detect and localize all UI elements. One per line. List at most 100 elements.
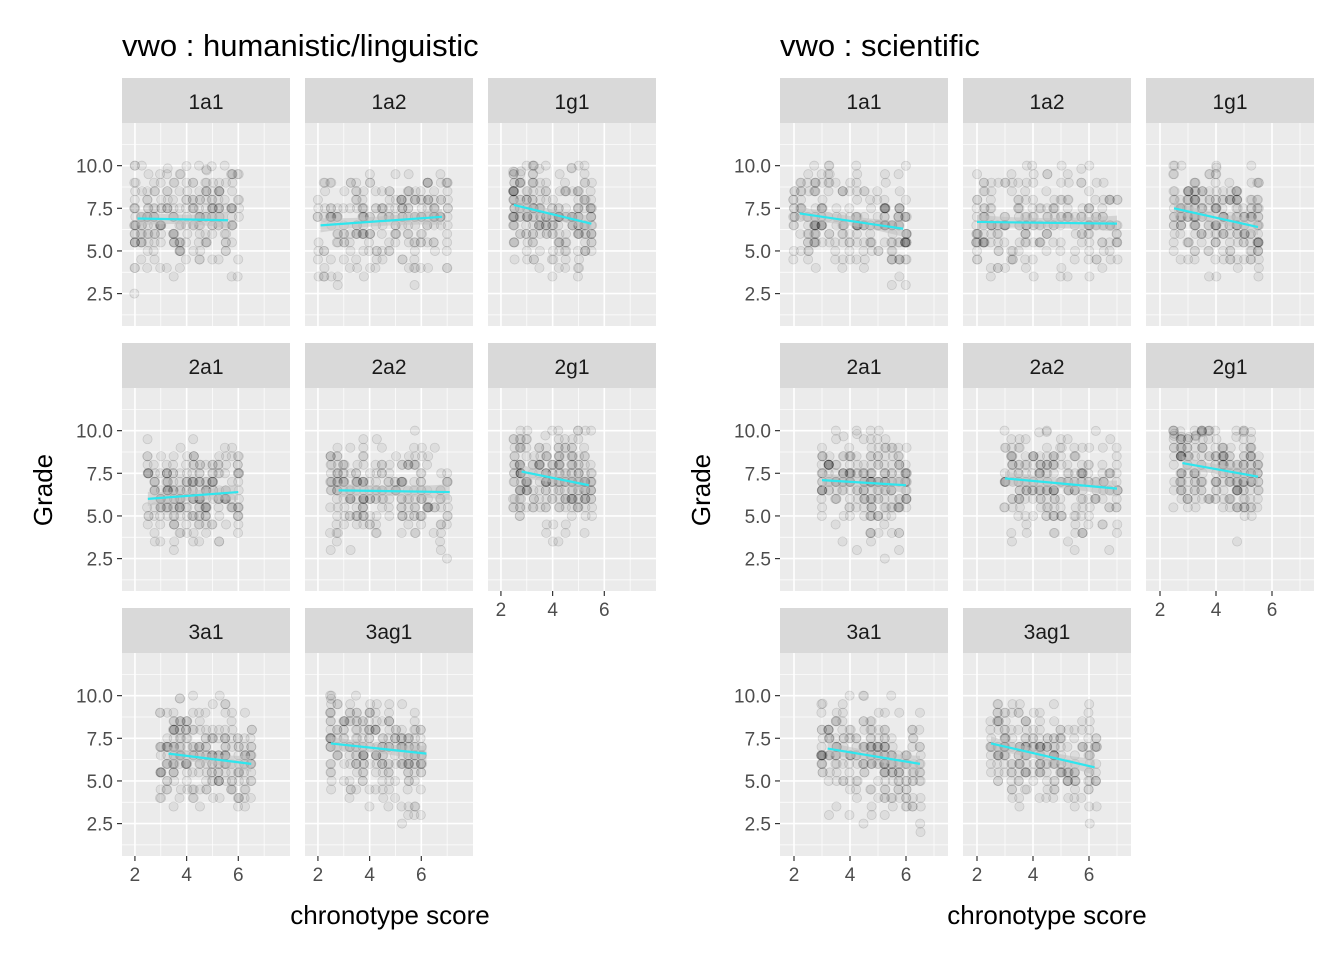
data-point (194, 476, 205, 487)
data-point (403, 451, 414, 462)
data-point (554, 451, 565, 462)
data-point (859, 186, 870, 197)
data-point (1021, 724, 1032, 735)
data-point (357, 775, 368, 786)
data-point (1238, 451, 1249, 462)
data-point (810, 186, 821, 197)
data-point (442, 211, 453, 222)
data-point (232, 510, 243, 521)
data-point (435, 177, 446, 188)
data-point (326, 271, 337, 282)
data-point (893, 211, 904, 222)
data-point (586, 194, 597, 205)
data-point (1021, 784, 1032, 795)
data-point (1006, 528, 1017, 539)
data-point (402, 186, 413, 197)
data-point (167, 194, 178, 205)
data-point (129, 237, 140, 248)
data-point (365, 228, 376, 239)
data-point (1105, 434, 1116, 445)
data-point (358, 228, 369, 239)
data-point (844, 810, 855, 821)
data-point (442, 502, 453, 513)
data-point (1070, 510, 1081, 521)
data-point (136, 228, 147, 239)
data-point (313, 203, 324, 214)
data-point (880, 451, 891, 462)
data-point (1224, 476, 1235, 487)
data-point (357, 228, 368, 239)
facet-label: 1a2 (1029, 91, 1064, 114)
facet-label: 2g1 (1212, 356, 1247, 379)
data-point (999, 502, 1010, 513)
data-point (1028, 169, 1039, 180)
data-point (409, 707, 420, 718)
data-point (1041, 510, 1052, 521)
data-point (508, 237, 519, 248)
data-point (831, 434, 842, 445)
facet-label: 2a2 (1029, 356, 1064, 379)
data-point (384, 775, 395, 786)
data-point (370, 519, 381, 530)
data-point (182, 510, 193, 521)
data-point (1041, 186, 1052, 197)
data-point (541, 228, 552, 239)
data-point (1007, 493, 1018, 504)
data-point (428, 237, 439, 248)
facet-strip (488, 78, 656, 123)
data-point (515, 228, 526, 239)
data-point (142, 262, 153, 273)
data-point (509, 254, 520, 265)
data-point (390, 169, 401, 180)
data-point (188, 451, 199, 462)
data-point (1111, 459, 1122, 470)
data-point (221, 519, 232, 530)
data-point (143, 468, 154, 479)
data-point (232, 502, 243, 513)
data-point (187, 510, 198, 521)
x-tick-label: 4 (845, 865, 856, 886)
data-point (554, 186, 565, 197)
data-point (894, 186, 905, 197)
data-point (540, 485, 551, 496)
data-point (566, 502, 577, 513)
data-point (312, 211, 323, 222)
data-point (789, 186, 800, 197)
data-point (880, 741, 891, 752)
data-point (358, 451, 369, 462)
data-point (1246, 245, 1257, 256)
data-point (181, 502, 192, 513)
data-point (174, 203, 185, 214)
data-point (1245, 254, 1256, 265)
data-point (1013, 707, 1024, 718)
data-point (168, 203, 179, 214)
data-point (409, 237, 420, 248)
x-tick-label: 4 (1028, 865, 1039, 886)
data-point (508, 166, 519, 177)
data-point (1190, 476, 1201, 487)
data-point (823, 724, 834, 735)
data-point (416, 468, 427, 479)
data-point (887, 801, 898, 812)
data-point (915, 801, 926, 812)
data-point (817, 698, 828, 709)
data-point (1028, 451, 1039, 462)
data-point (351, 186, 362, 197)
facet-label: 3a1 (846, 621, 881, 644)
data-point (1048, 699, 1059, 710)
data-point (886, 733, 897, 744)
data-point (232, 459, 243, 470)
data-point (999, 724, 1010, 735)
data-point (221, 459, 232, 470)
data-point (858, 262, 869, 273)
data-point (508, 211, 519, 222)
data-point (993, 237, 1004, 248)
data-point (403, 203, 414, 214)
data-point (1175, 434, 1186, 445)
data-point (515, 166, 526, 177)
data-point (142, 194, 153, 205)
data-point (168, 767, 179, 778)
data-point (194, 468, 205, 479)
data-point (156, 194, 167, 205)
y-axis-title: Grade (28, 454, 58, 526)
